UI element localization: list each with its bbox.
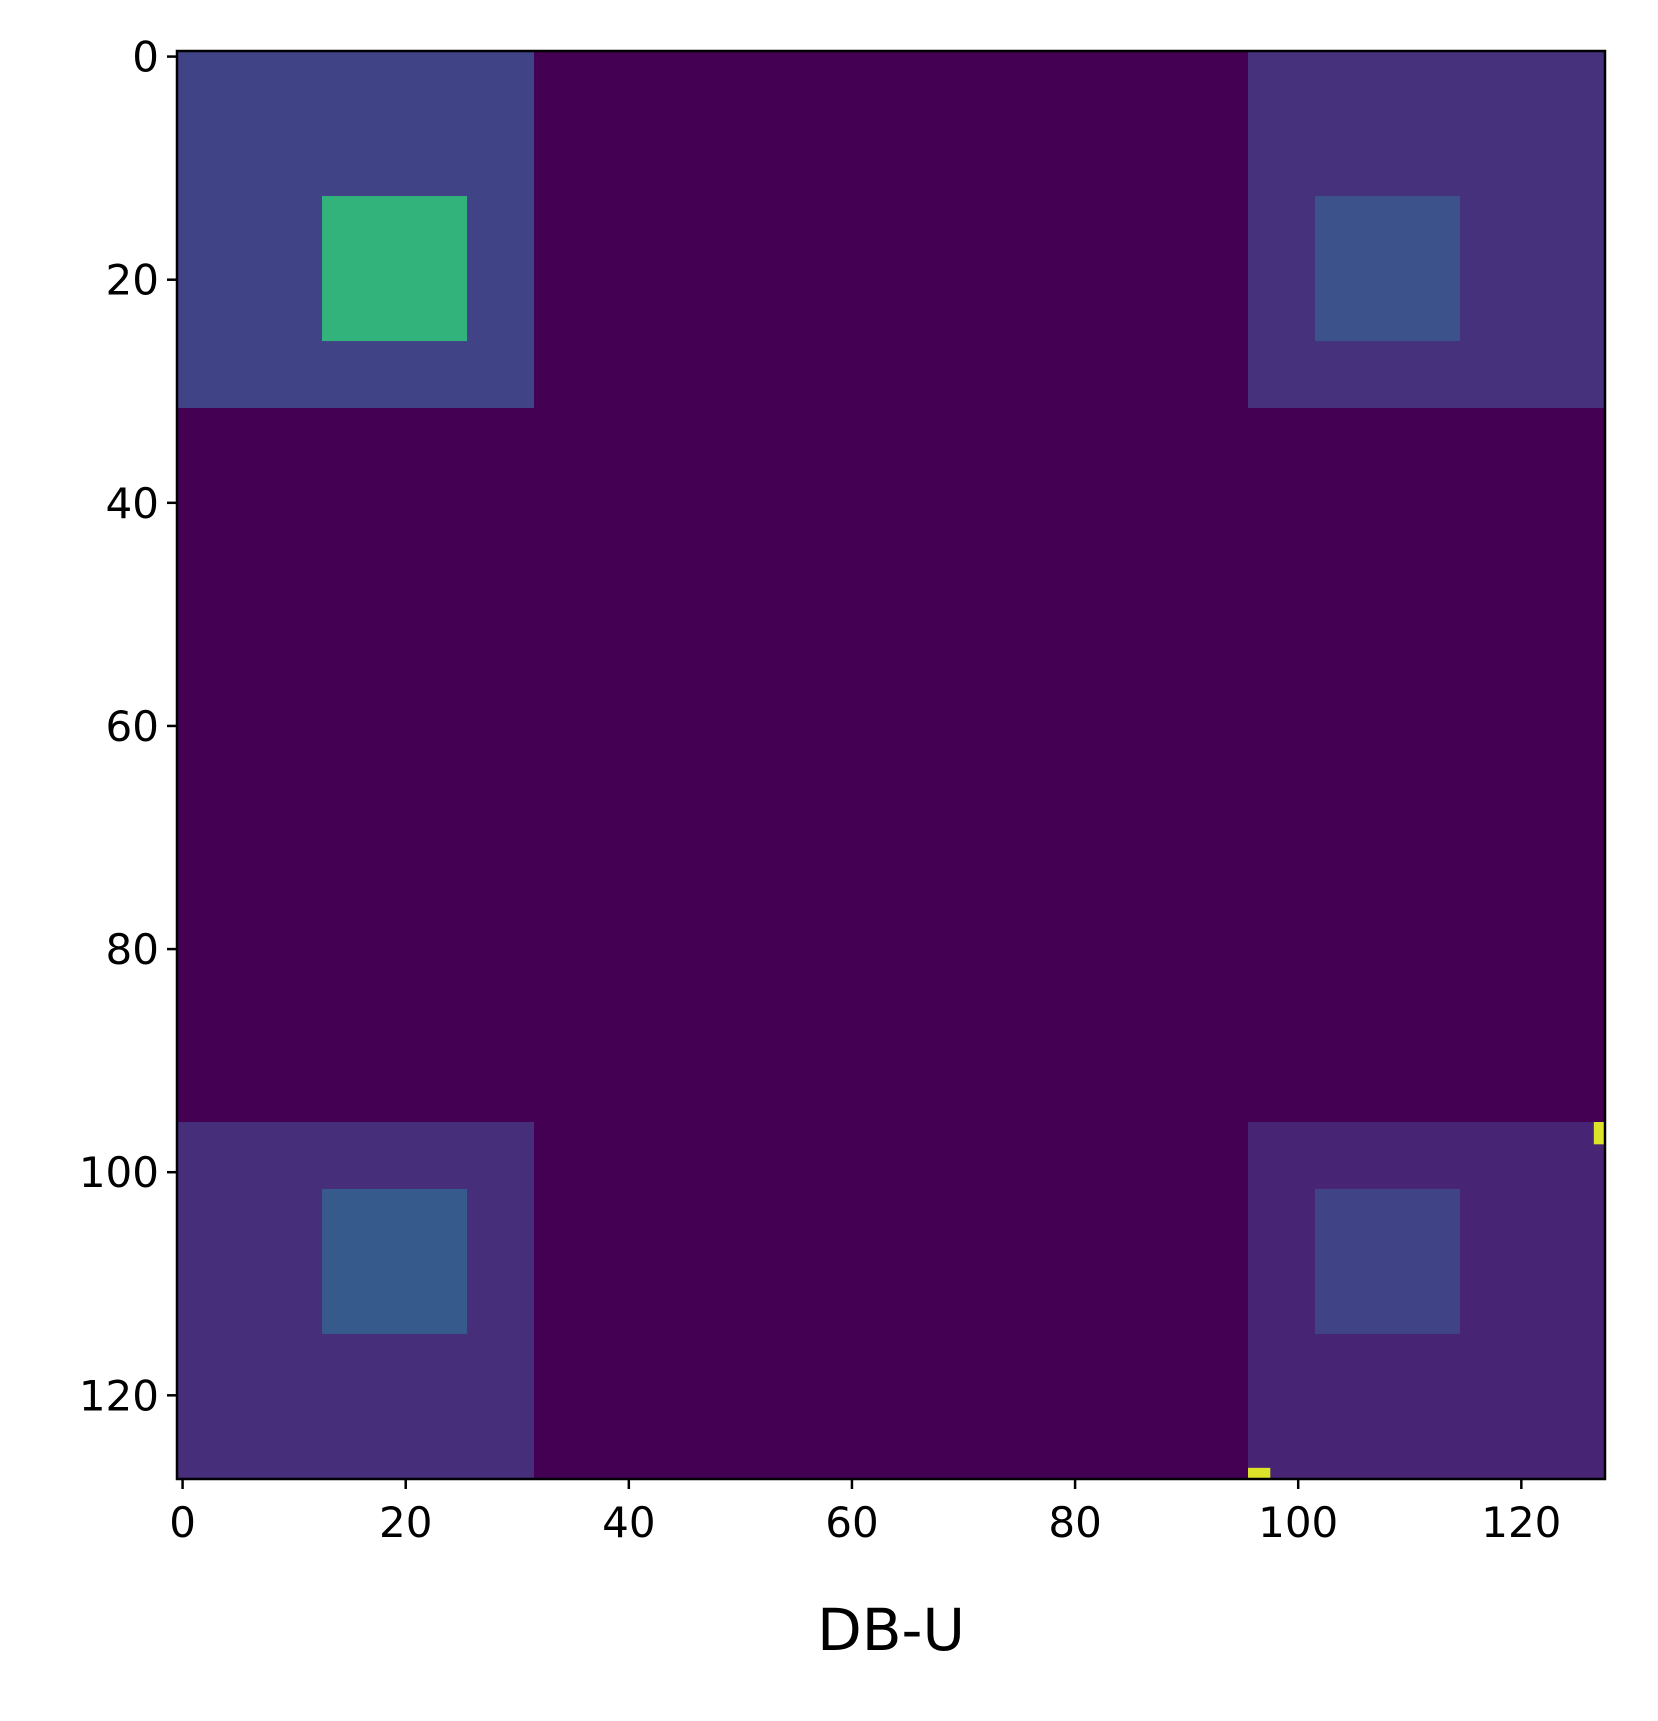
heatmap-region: [322, 196, 468, 342]
heatmap-region: [1593, 1122, 1605, 1145]
y-tick-label: 40: [106, 479, 159, 528]
heatmap-region: [1248, 1467, 1271, 1479]
y-tick-label: 60: [106, 702, 159, 751]
y-tick-label: 100: [79, 1148, 159, 1197]
x-tick-label: 40: [602, 1498, 655, 1547]
heatmap-region: [322, 1188, 468, 1334]
x-axis-label: DB-U: [817, 1596, 965, 1664]
x-tick-label: 100: [1258, 1498, 1338, 1547]
y-tick-label: 20: [106, 256, 159, 305]
heatmap-region: [1314, 196, 1460, 342]
x-tick-label: 60: [825, 1498, 878, 1547]
y-tick-label: 80: [106, 925, 159, 974]
heatmap-region: [1314, 1188, 1460, 1334]
heatmap: [177, 51, 1605, 1479]
x-tick-label: 120: [1481, 1498, 1561, 1547]
y-tick-label: 120: [79, 1371, 159, 1420]
x-tick-label: 20: [379, 1498, 432, 1547]
x-tick-label: 80: [1048, 1498, 1101, 1547]
x-tick-label: 0: [169, 1498, 196, 1547]
plot-frame: [175, 49, 1607, 1481]
y-tick-label: 0: [132, 33, 159, 82]
